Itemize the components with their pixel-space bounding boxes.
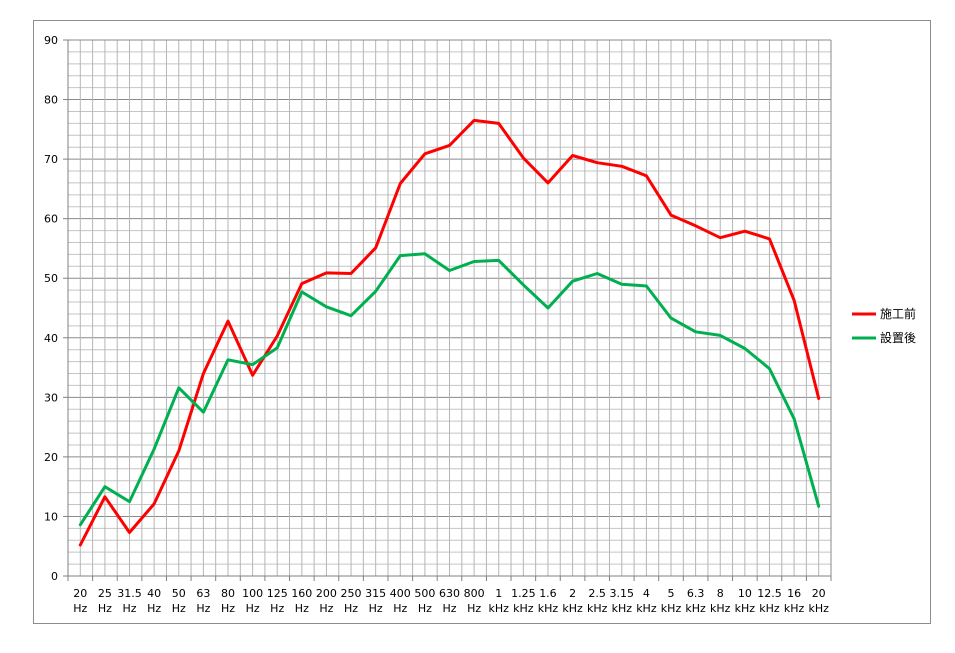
x-tick-unit: kHz: [636, 602, 657, 615]
x-tick-label: 80: [221, 587, 235, 600]
legend-label-2: 設置後: [880, 330, 916, 345]
x-tick-unit: kHz: [784, 602, 805, 615]
x-tick-unit: kHz: [685, 602, 706, 615]
x-tick-label: 40: [147, 587, 161, 600]
series-line-1: [78, 118, 821, 547]
y-tick-label: 90: [44, 34, 58, 47]
x-tick-label: 16: [787, 587, 801, 600]
x-tick-label: 8: [717, 587, 724, 600]
y-tick-label: 10: [44, 510, 58, 523]
legend-label-1: 施工前: [880, 306, 916, 321]
x-tick-label: 1.6: [539, 587, 557, 600]
x-tick-label: 25: [98, 587, 112, 600]
x-tick-label: 50: [172, 587, 186, 600]
x-tick-label: 125: [267, 587, 288, 600]
x-tick-unit: Hz: [221, 602, 235, 615]
x-tick-unit: Hz: [344, 602, 358, 615]
x-tick-label: 5: [668, 587, 675, 600]
x-tick-unit: kHz: [513, 602, 534, 615]
x-tick-unit: Hz: [319, 602, 333, 615]
series-lines: [78, 118, 821, 547]
y-axis-ticks: 0 10 20 30 40 50 60 70 80 90: [44, 34, 68, 583]
x-tick-label: 500: [414, 587, 435, 600]
x-tick-unit: kHz: [538, 602, 559, 615]
y-tick-label: 70: [44, 153, 58, 166]
x-tick-label: 3.15: [610, 587, 635, 600]
x-tick-label: 160: [291, 587, 312, 600]
x-tick-unit: kHz: [587, 602, 608, 615]
y-tick-label: 60: [44, 213, 58, 226]
x-tick-label: 12.5: [757, 587, 782, 600]
x-tick-unit: kHz: [661, 602, 682, 615]
x-tick-label: 6.3: [687, 587, 705, 600]
x-tick-unit: Hz: [369, 602, 383, 615]
axes: [67, 40, 831, 577]
x-tick-unit: Hz: [73, 602, 87, 615]
x-tick-unit: Hz: [393, 602, 407, 615]
y-tick-label: 50: [44, 272, 58, 285]
x-tick-unit: Hz: [270, 602, 284, 615]
y-tick-label: 0: [51, 570, 58, 583]
x-tick-unit: kHz: [562, 602, 583, 615]
y-tick-label: 40: [44, 332, 58, 345]
x-tick-unit: kHz: [612, 602, 633, 615]
x-tick-unit: Hz: [147, 602, 161, 615]
x-tick-label: 10: [738, 587, 752, 600]
x-tick-unit: Hz: [442, 602, 456, 615]
y-tick-label: 80: [44, 94, 58, 107]
x-tick-label: 63: [196, 587, 210, 600]
x-tick-label: 200: [316, 587, 337, 600]
x-tick-unit: kHz: [489, 602, 510, 615]
x-tick-label: 800: [464, 587, 485, 600]
x-tick-label: 630: [439, 587, 460, 600]
x-tick-label: 400: [390, 587, 411, 600]
x-tick-label: 250: [341, 587, 362, 600]
x-tick-unit: Hz: [418, 602, 432, 615]
x-tick-unit: kHz: [710, 602, 731, 615]
x-tick-label: 100: [242, 587, 263, 600]
x-tick-unit: Hz: [123, 602, 137, 615]
x-tick-unit: kHz: [735, 602, 756, 615]
x-tick-label: 2.5: [588, 587, 606, 600]
x-tick-unit: Hz: [98, 602, 112, 615]
x-tick-label: 31.5: [117, 587, 142, 600]
x-tick-unit: kHz: [808, 602, 829, 615]
x-axis-ticks: 20Hz25Hz31.5Hz40Hz50Hz63Hz80Hz100Hz125Hz…: [67, 576, 832, 615]
x-tick-unit: kHz: [759, 602, 780, 615]
x-tick-unit: Hz: [295, 602, 309, 615]
x-tick-label: 4: [643, 587, 650, 600]
grid-lines: [68, 39, 832, 576]
x-tick-unit: Hz: [246, 602, 260, 615]
y-tick-label: 20: [44, 451, 58, 464]
x-tick-label: 315: [365, 587, 386, 600]
x-tick-unit: Hz: [196, 602, 210, 615]
series-line-2: [78, 252, 821, 527]
x-tick-unit: Hz: [467, 602, 481, 615]
x-tick-label: 1: [495, 587, 502, 600]
x-tick-label: 1.25: [511, 587, 536, 600]
x-tick-label: 20: [73, 587, 87, 600]
x-tick-unit: Hz: [172, 602, 186, 615]
x-tick-label: 2: [569, 587, 576, 600]
x-tick-label: 20: [812, 587, 826, 600]
y-tick-label: 30: [44, 391, 58, 404]
